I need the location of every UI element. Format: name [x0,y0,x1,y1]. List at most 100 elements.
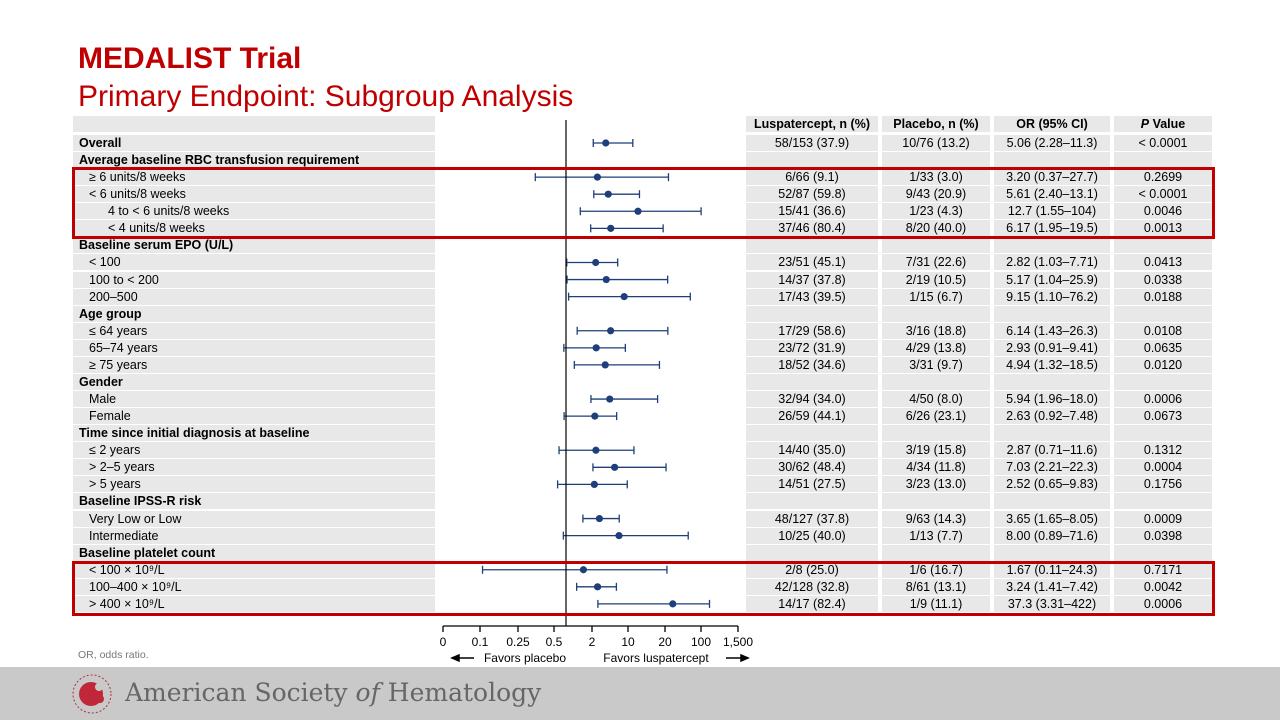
subgroup-header: Baseline IPSS-R risk [73,493,435,510]
x-tick-label: 0.5 [546,635,563,649]
or-ci-cell: 5.61 (2.40–13.1) [994,186,1110,203]
p-value-cell: 0.0046 [1114,203,1212,220]
or-ci-cell [994,237,1110,254]
luspatercept-cell: 26/59 (44.1) [746,408,878,425]
x-tick-label: 0.25 [506,635,530,649]
or-point [601,361,609,369]
or-point [579,566,588,574]
or-point [593,583,602,591]
subgroup-label: < 100 [73,254,435,271]
or-point [592,446,600,454]
placebo-cell: 1/13 (7.7) [882,527,990,544]
subgroup-label: ≤ 2 years [73,442,435,459]
p-value-cell: 0.0120 [1114,356,1212,373]
or-ci-cell: 2.52 (0.65–9.83) [994,476,1110,493]
p-value-cell: 0.1756 [1114,476,1212,493]
or-ci-cell: 7.03 (2.21–22.3) [994,459,1110,476]
subgroup-label: > 5 years [73,476,435,493]
or-point [669,600,677,608]
luspatercept-cell: 23/72 (31.9) [746,339,878,356]
subgroup-label: > 2–5 years [73,459,435,476]
placebo-cell: 4/50 (8.0) [882,391,990,408]
subgroup-label: ≥ 75 years [73,356,435,373]
luspatercept-cell: 52/87 (59.8) [746,186,878,203]
luspatercept-cell: 14/17 (82.4) [746,595,878,612]
luspatercept-cell: 17/43 (39.5) [746,288,878,305]
subgroup-header: Average baseline RBC transfusion require… [73,152,435,169]
placebo-cell: 3/23 (13.0) [882,476,990,493]
placebo-cell [882,544,990,561]
luspatercept-cell: 48/127 (37.8) [746,510,878,527]
p-value-cell [1114,305,1212,322]
org-text-2: Hematology [379,678,542,707]
p-value-cell: 0.0108 [1114,322,1212,339]
placebo-cell: 1/33 (3.0) [882,169,990,186]
p-italic: P [1140,117,1150,131]
placebo-cell: 1/15 (6.7) [882,288,990,305]
or-ci-cell: 4.94 (1.32–18.5) [994,356,1110,373]
subgroup-label: > 400 × 10⁹/L [73,595,435,612]
luspatercept-cell: 58/153 (37.9) [746,135,878,151]
luspatercept-cell: 18/52 (34.6) [746,356,878,373]
p-value-cell [1114,152,1212,169]
slide-subtitle: Primary Endpoint: Subgroup Analysis [78,80,574,113]
x-tick-label: 10 [621,635,635,649]
p-value-cell: 0.0009 [1114,510,1212,527]
subgroup-header: Overall [73,135,435,151]
favors-placebo-label: Favors placebo [484,651,566,665]
or-point [590,480,598,488]
subgroup-header: Time since initial diagnosis at baseline [73,425,435,442]
or-ci-cell [994,544,1110,561]
p-value-cell: 0.0004 [1114,459,1212,476]
p-value-cell: 0.0006 [1114,595,1212,612]
or-ci-cell: 8.00 (0.89–71.6) [994,527,1110,544]
or-ci-cell: 5.17 (1.04–25.9) [994,271,1110,288]
or-ci-cell [994,493,1110,510]
placebo-cell: 7/31 (22.6) [882,254,990,271]
luspatercept-cell: 32/94 (34.0) [746,391,878,408]
or-point [602,275,610,284]
luspatercept-cell [746,373,878,390]
luspatercept-cell [746,493,878,510]
luspatercept-cell: 42/128 (32.8) [746,578,878,595]
placebo-cell: 3/16 (18.8) [882,322,990,339]
placebo-cell: 3/31 (9.7) [882,356,990,373]
placebo-cell [882,305,990,322]
subgroup-label: < 6 units/8 weeks [73,186,435,203]
or-ci-cell: 2.63 (0.92–7.48) [994,408,1110,425]
or-ci-cell: 1.67 (0.11–24.3) [994,561,1110,578]
subgroup-label: Female [73,408,435,425]
or-ci-cell [994,305,1110,322]
org-text-of: of [355,678,380,707]
luspatercept-cell: 30/62 (48.4) [746,459,878,476]
p-value-cell: 0.0413 [1114,254,1212,271]
or-ci-cell [994,425,1110,442]
luspatercept-cell: 15/41 (36.6) [746,203,878,220]
placebo-cell: 4/29 (13.8) [882,339,990,356]
or-ci-cell [994,152,1110,169]
luspatercept-cell: 17/29 (58.6) [746,322,878,339]
subgroup-label: Very Low or Low [73,510,435,527]
or-ci-cell: 2.82 (1.03–7.71) [994,254,1110,271]
placebo-cell: 9/63 (14.3) [882,510,990,527]
luspatercept-cell: 2/8 (25.0) [746,561,878,578]
or-point [592,258,600,267]
or-point [620,293,628,301]
subgroup-label: < 100 × 10⁹/L [73,561,435,578]
p-value-cell [1114,425,1212,442]
p-value-cell: 0.7171 [1114,561,1212,578]
p-value-cell: < 0.0001 [1114,135,1212,151]
luspatercept-cell: 10/25 (40.0) [746,527,878,544]
placebo-cell [882,373,990,390]
p-value-cell [1114,373,1212,390]
p-value-cell: 0.0042 [1114,578,1212,595]
p-value-cell: 0.0635 [1114,339,1212,356]
arrow-left-icon [450,653,474,663]
placebo-cell [882,237,990,254]
luspatercept-cell [746,237,878,254]
p-value-cell: < 0.0001 [1114,186,1212,203]
or-point [607,224,615,232]
subgroup-label: ≥ 6 units/8 weeks [73,169,435,186]
subgroup-label: Male [73,391,435,408]
luspatercept-cell [746,544,878,561]
